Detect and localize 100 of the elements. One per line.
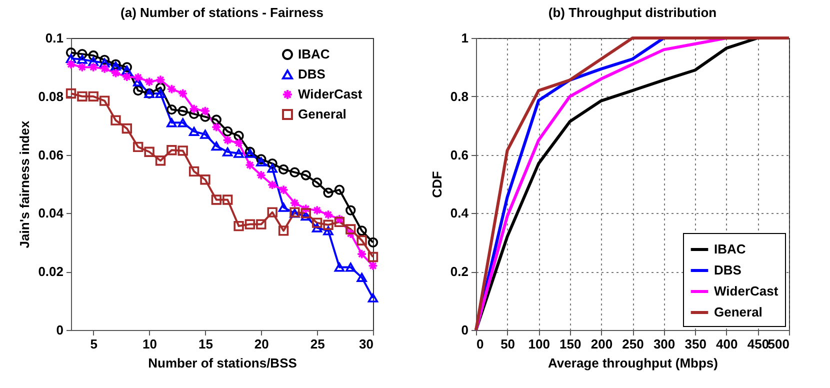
- point: [88, 56, 98, 66]
- point: [346, 262, 356, 272]
- point: [267, 164, 278, 173]
- chart-title: (a) Number of stations - Fairness: [120, 5, 324, 20]
- point: [278, 226, 289, 236]
- point: [110, 68, 121, 78]
- point: [323, 226, 334, 236]
- point: [144, 76, 154, 87]
- point: [267, 180, 278, 190]
- point: [300, 212, 311, 221]
- x-tick-label: 15: [198, 336, 213, 352]
- x-tick-label: 5: [90, 336, 98, 352]
- point: [323, 220, 334, 230]
- point: [200, 106, 210, 116]
- y-tick-label: 0.06: [38, 147, 64, 162]
- point: [278, 164, 289, 174]
- point: [368, 260, 378, 271]
- point: [234, 148, 244, 158]
- point: [110, 62, 121, 71]
- legend-label: IBAC: [714, 242, 746, 256]
- x-tick-label: 350: [684, 336, 706, 352]
- point: [300, 170, 311, 180]
- point: [244, 219, 256, 230]
- point: [234, 138, 244, 148]
- point: [222, 126, 233, 137]
- point: [133, 85, 144, 96]
- point: [368, 252, 378, 262]
- point: [278, 202, 289, 212]
- legend-label: WiderCast: [298, 86, 363, 102]
- point: [211, 122, 222, 132]
- point: [178, 118, 188, 128]
- point: [323, 210, 334, 220]
- x-axis-title: Average throughput (Mbps): [548, 356, 718, 370]
- point: [312, 223, 322, 232]
- point: [256, 170, 266, 180]
- x-tick-label: 10: [142, 336, 158, 352]
- point: [88, 50, 98, 61]
- point: [267, 158, 278, 169]
- point: [211, 114, 222, 125]
- point: [200, 174, 210, 185]
- y-tick-label: 0.02: [38, 264, 64, 280]
- legend-label: General: [714, 304, 762, 320]
- x-tick-label: 25: [310, 336, 325, 352]
- y-tick-label: 0: [56, 322, 64, 338]
- point: [368, 293, 378, 302]
- point: [110, 115, 121, 126]
- x-tick-label: 150: [560, 336, 582, 352]
- point: [244, 160, 256, 170]
- point: [99, 96, 110, 106]
- x-tick-label: 20: [254, 336, 269, 352]
- point: [166, 104, 177, 115]
- legend-label: WiderCast: [714, 284, 779, 298]
- point: [155, 82, 166, 93]
- point: [178, 146, 188, 156]
- point: [88, 91, 98, 102]
- point: [234, 220, 244, 232]
- point: [346, 205, 356, 216]
- point: [256, 219, 266, 230]
- point: [334, 262, 345, 272]
- point: [300, 204, 311, 214]
- point: [178, 106, 188, 116]
- point: [77, 62, 88, 72]
- point: [234, 130, 244, 141]
- point: [200, 112, 210, 122]
- point: [99, 58, 110, 68]
- point: [267, 207, 278, 218]
- legend-label: IBAC: [298, 46, 330, 62]
- x-tick-label: 200: [590, 336, 613, 352]
- x-tick-label: 300: [653, 336, 676, 352]
- point: [290, 198, 300, 208]
- point: [368, 237, 378, 248]
- y-tick-label: 0.04: [38, 206, 64, 221]
- point: [66, 48, 76, 58]
- point: [211, 194, 222, 205]
- point: [77, 48, 88, 60]
- y-tick-label: 1: [461, 30, 468, 46]
- point: [155, 74, 166, 85]
- point: [66, 59, 76, 70]
- point: [122, 62, 132, 72]
- x-tick-label: 450: [747, 336, 770, 352]
- point: [122, 66, 132, 75]
- point: [122, 72, 132, 82]
- x-tick-label: 0: [476, 336, 484, 352]
- point: [356, 272, 367, 282]
- point: [200, 130, 210, 139]
- point: [256, 157, 266, 166]
- point: [334, 216, 345, 228]
- point: [356, 235, 367, 246]
- point: [166, 84, 177, 94]
- point: [278, 184, 289, 195]
- point: [99, 54, 110, 65]
- point: [99, 64, 110, 74]
- point: [300, 208, 311, 218]
- legend-label: DBS: [714, 262, 742, 278]
- point: [222, 147, 233, 156]
- point: [312, 205, 322, 216]
- x-tick-label: 30: [359, 336, 374, 352]
- x-axis-title: Number of stations/BSS: [148, 356, 298, 370]
- x-tick-label: 400: [716, 336, 738, 352]
- point: [188, 166, 200, 177]
